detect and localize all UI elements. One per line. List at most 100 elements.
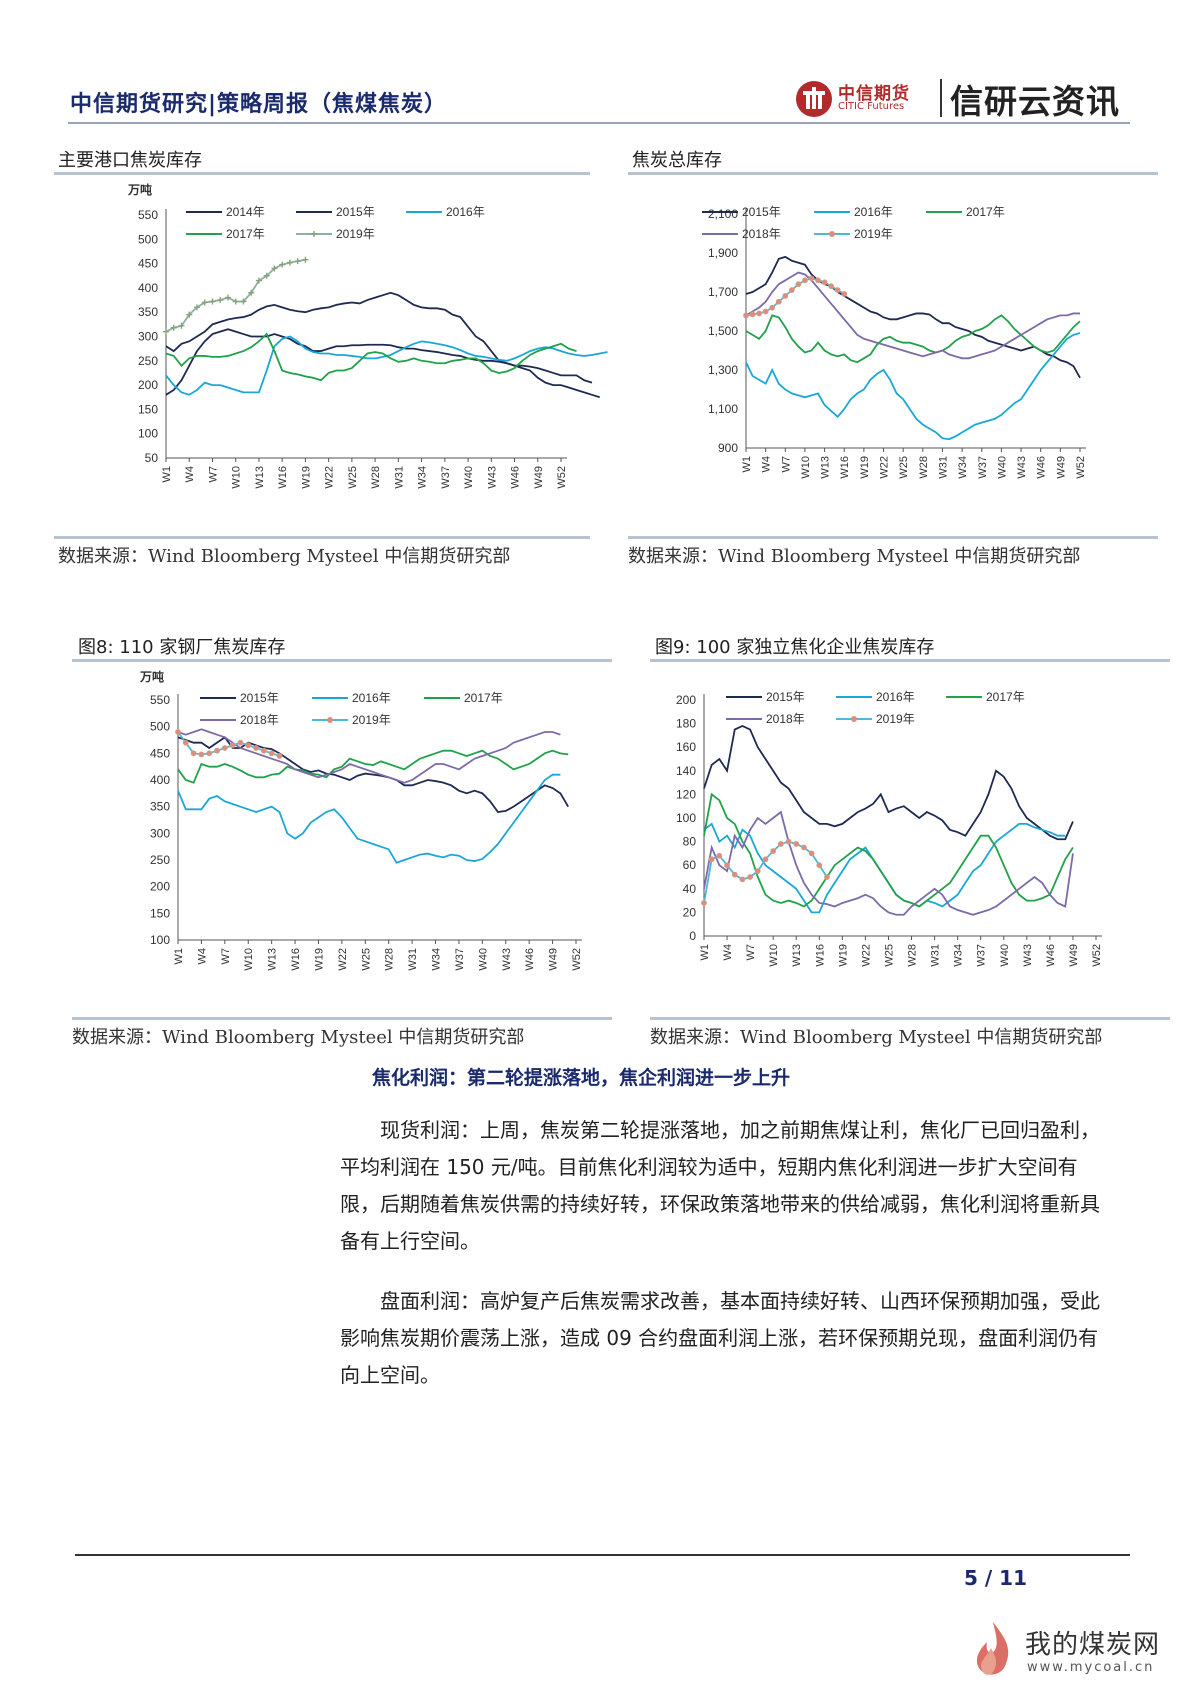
flame-logo-icon xyxy=(976,1622,1009,1675)
legend-label: 2014年 xyxy=(226,205,265,219)
data-point xyxy=(268,750,275,757)
data-point xyxy=(785,838,792,845)
data-point xyxy=(782,293,789,299)
data-point xyxy=(263,272,270,279)
data-point xyxy=(170,324,177,331)
x-tick-label: W46 xyxy=(1036,456,1048,479)
x-tick-label: W52 xyxy=(1075,456,1087,479)
y-tick-label: 400 xyxy=(138,281,158,295)
x-tick-label: W4 xyxy=(184,466,196,483)
paragraph-futures-profit: 盘面利润：高炉复产后焦炭需求改善，基本面持续好转、山西环保预期加强，受此影响焦炭… xyxy=(340,1289,1100,1387)
data-point xyxy=(808,275,815,282)
x-tick-label: W34 xyxy=(957,456,969,479)
x-tick-label: W31 xyxy=(930,944,942,967)
x-tick-label: W31 xyxy=(407,948,419,971)
legend-label: 2019年 xyxy=(854,227,893,241)
x-tick-label: W40 xyxy=(999,944,1011,967)
panel-rule-1 xyxy=(54,172,590,175)
data-point xyxy=(221,745,228,751)
y-tick-label: 550 xyxy=(150,693,170,707)
paragraph-spot-profit: 现货利润：上周，焦炭第二轮提涨落地，加之前期焦煤让利，焦化厂已回归盈利，平均利润… xyxy=(340,1118,1100,1253)
legend-label: 2018年 xyxy=(240,713,279,727)
x-tick-label: W10 xyxy=(800,456,812,479)
data-point xyxy=(294,258,301,265)
source-2: 数据来源：Wind Bloomberg Mysteel 中信期货研究部 xyxy=(628,546,1081,567)
y-tick-label: 20 xyxy=(683,905,697,919)
x-tick-label: W43 xyxy=(1022,944,1034,967)
data-point xyxy=(186,311,193,318)
legend-label: 2015年 xyxy=(766,690,805,704)
y-tick-label: 550 xyxy=(138,208,158,222)
legend-marker xyxy=(851,716,857,722)
panel-rule-2-bottom xyxy=(628,536,1158,539)
data-point xyxy=(163,328,169,335)
x-tick-label: W28 xyxy=(907,944,919,967)
x-tick-label: W16 xyxy=(814,944,826,967)
legend-label: 2019年 xyxy=(336,227,375,241)
legend-label: 2019年 xyxy=(352,713,391,727)
x-tick-label: W13 xyxy=(254,466,266,489)
data-point xyxy=(821,279,828,286)
source-3: 数据来源：Wind Bloomberg Mysteel 中信期货研究部 xyxy=(72,1027,525,1048)
y-tick-label: 900 xyxy=(718,441,738,455)
legend-label: 2015年 xyxy=(336,205,375,219)
x-tick-label: W25 xyxy=(883,944,895,967)
panel-rule-1-bottom xyxy=(54,536,590,539)
data-point xyxy=(175,729,181,735)
y-tick-label: 300 xyxy=(138,330,158,344)
y-tick-label: 450 xyxy=(138,257,158,271)
panel-title-3: 图8: 110 家钢厂焦炭库存 xyxy=(78,637,286,658)
data-point xyxy=(276,753,283,759)
data-point xyxy=(701,900,707,906)
x-tick-label: W16 xyxy=(290,948,302,971)
brand-name-en: CITIC Futures xyxy=(838,101,905,112)
y-tick-label: 1,300 xyxy=(708,363,738,377)
x-tick-label: W22 xyxy=(860,944,872,967)
y-tick-label: 250 xyxy=(150,853,170,867)
report-title: 中信期货研究|策略周报（焦煤焦炭） xyxy=(70,92,448,117)
legend-label: 2019年 xyxy=(876,712,915,726)
data-point xyxy=(828,283,835,290)
x-tick-label: W43 xyxy=(1016,456,1028,479)
data-point xyxy=(731,871,738,878)
unit-label: 万吨 xyxy=(127,182,152,197)
y-tick-label: 350 xyxy=(138,305,158,319)
x-tick-label: W40 xyxy=(463,466,475,489)
y-tick-label: 150 xyxy=(138,402,158,416)
series-line-2019年 xyxy=(165,258,306,333)
brand-slogan: 信研云资讯 xyxy=(950,82,1120,121)
series-line-2018年 xyxy=(703,810,1074,916)
series-line-2019年 xyxy=(745,277,845,317)
y-tick-label: 140 xyxy=(676,764,696,778)
data-point xyxy=(770,848,777,854)
series-line-2014年 xyxy=(165,291,600,399)
y-tick-label: 1,700 xyxy=(708,285,738,299)
y-tick-label: 180 xyxy=(676,717,696,731)
x-tick-label: W40 xyxy=(996,456,1008,479)
series-line-2015年 xyxy=(165,328,593,396)
panel-rule-3 xyxy=(72,659,612,662)
data-point xyxy=(769,304,776,311)
legend-label: 2017年 xyxy=(464,691,503,705)
x-tick-label: W7 xyxy=(745,944,757,961)
source-4: 数据来源：Wind Bloomberg Mysteel 中信期货研究部 xyxy=(650,1027,1103,1048)
x-tick-label: W49 xyxy=(533,466,545,489)
x-tick-label: W4 xyxy=(761,456,773,473)
panel-title-2: 焦炭总库存 xyxy=(632,150,722,171)
legend-label: 2015年 xyxy=(240,691,279,705)
data-point xyxy=(229,742,236,749)
x-tick-label: W52 xyxy=(556,466,568,489)
series-line-2017年 xyxy=(165,332,577,382)
data-point xyxy=(747,874,754,880)
series-line-2016年 xyxy=(177,773,561,864)
x-tick-label: W46 xyxy=(524,948,536,971)
y-tick-label: 160 xyxy=(676,740,696,754)
panel-rule-3-bottom xyxy=(72,1017,612,1020)
data-point xyxy=(253,745,259,751)
data-point xyxy=(802,277,808,284)
y-tick-label: 0 xyxy=(689,929,696,943)
page-number: 5 / 11 xyxy=(964,1566,1027,1590)
x-tick-label: W31 xyxy=(937,456,949,479)
legend-label: 2016年 xyxy=(352,691,391,705)
data-point xyxy=(255,277,262,284)
